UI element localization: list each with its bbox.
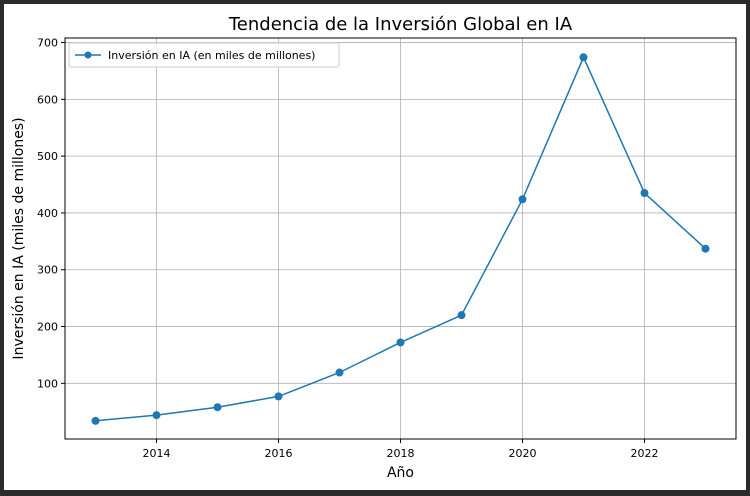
data-point — [396, 338, 405, 347]
legend-label: Inversión en IA (en miles de millones) — [108, 49, 315, 62]
data-point — [701, 244, 710, 253]
data-point — [213, 403, 222, 412]
x-tick-label: 2014 — [143, 447, 171, 460]
axes: 2014 2016 2018 2020 2022 100 200 300 400 500 600 70… — [37, 37, 737, 460]
data-point — [457, 311, 466, 320]
legend-dot-marker — [84, 51, 92, 59]
y-tick-label: 600 — [37, 93, 58, 106]
data-point — [152, 411, 161, 420]
data-point — [518, 195, 527, 204]
x-tick-label: 2018 — [387, 447, 415, 460]
series-layer — [91, 53, 710, 425]
data-point — [274, 392, 283, 401]
y-tick-label: 500 — [37, 150, 58, 163]
y-axis-title: Inversión en IA (miles de millones) — [11, 117, 27, 359]
y-tick-label: 300 — [37, 264, 58, 277]
grid — [65, 38, 736, 439]
data-point — [335, 368, 344, 377]
legend-box — [68, 42, 340, 68]
data-point — [640, 189, 649, 198]
data-point — [91, 416, 100, 425]
data-point — [579, 53, 588, 62]
x-tick-label: 2022 — [631, 447, 659, 460]
y-tick-label: 700 — [37, 37, 58, 50]
x-tick-label: 2020 — [509, 447, 537, 460]
legend: Inversión en IA (en miles de millones) — [68, 42, 340, 68]
y-tick-label: 400 — [37, 207, 58, 220]
x-tick-label: 2016 — [265, 447, 293, 460]
chart-title: Tendencia de la Inversión Global en IA — [228, 14, 573, 35]
chart-figure: Tendencia de la Inversión Global en IA 2… — [4, 4, 746, 490]
y-tick-label: 200 — [37, 321, 58, 334]
x-axis-title: Año — [387, 465, 414, 481]
y-tick-label: 100 — [37, 377, 58, 390]
line-chart: Tendencia de la Inversión Global en IA 2… — [11, 14, 737, 481]
